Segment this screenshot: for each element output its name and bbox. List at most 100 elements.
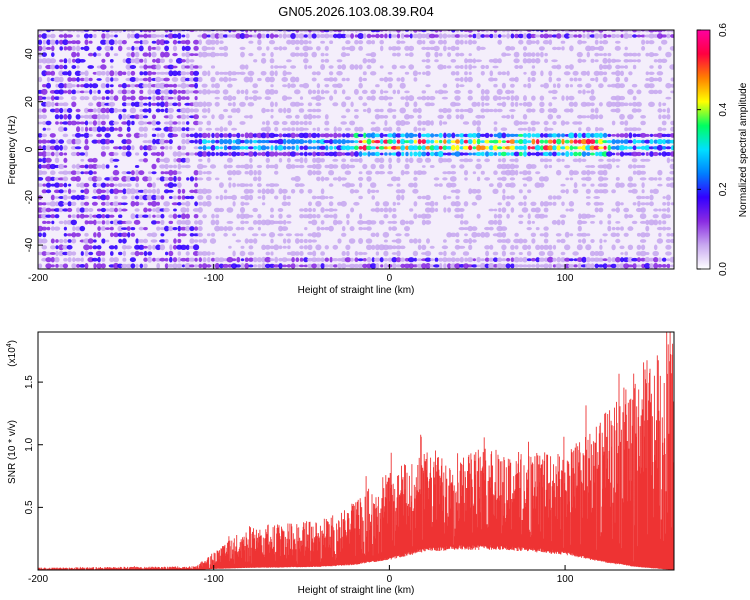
spectrogram-cell [497,39,503,45]
spectrogram-cell [268,40,276,45]
spectrogram-cell [176,263,183,269]
spectrogram-x-tick-label: -100 [204,273,224,284]
spectrogram-cell [434,90,439,94]
spectrogram-cell [130,195,135,200]
spectrogram-cell [480,231,486,238]
spectrogram-cell [662,127,667,131]
spectrogram-cell [265,183,270,187]
spectrogram-cell [501,158,507,163]
spectrogram-cell [63,189,68,193]
spectrogram-cell [80,251,84,256]
spectrogram-cell [577,263,583,269]
spectrogram-cell [38,114,43,119]
spectrogram-cell [593,257,600,262]
spectrogram-cell [577,90,582,94]
spectrogram-cell [227,95,233,102]
spectrogram-cell [358,76,363,83]
spectrogram-cell [201,45,208,52]
spectrogram-cell [189,108,195,113]
spectrogram-cell [637,200,641,207]
spectrogram-cell [79,182,86,188]
spectrogram-cell [177,251,182,256]
spectrogram-cell [349,188,355,194]
spectrogram-cell [623,263,630,269]
spectrogram-cell [606,158,613,162]
spectrogram-cell [252,220,258,225]
spectrogram-cell [45,182,52,188]
spectrogram-cell [576,257,583,263]
spectrogram-cell [152,58,156,63]
spectrogram-cell [290,83,296,88]
spectrogram-cell [80,126,84,132]
spectrogram-cell [450,182,457,188]
spectrogram-cell [41,133,48,138]
spectrogram-cell [63,226,67,231]
spectrogram-cell [412,145,419,151]
spectrogram-cell [374,108,381,113]
spectrogram-cell [97,226,101,232]
spectrogram-cell [156,177,161,181]
spectrogram-cell [534,133,541,138]
spectrogram-cell [652,151,659,157]
spectrogram-cell [302,30,309,33]
spectrogram-cell [582,33,586,39]
spectrogram-cell [416,157,423,163]
spectrogram-cell [152,95,156,101]
spectrogram-cell [247,70,255,76]
spectrogram-cell [181,195,186,200]
spectrogram-cell [155,58,161,64]
spectrogram-cell [442,171,448,175]
spectrogram-cell [248,214,254,218]
spectrogram-cell [560,146,566,150]
spectrogram-cell [586,115,590,119]
spectrogram-cell [130,83,136,88]
spectrogram-cell [450,45,457,52]
spectrogram-cell [375,251,380,256]
spectrogram-cell [552,201,557,206]
spectrogram-cell [580,70,588,76]
spectrogram-cell [100,138,107,145]
spectrogram-cell [577,39,583,45]
spectrogram-cell [45,96,52,100]
spectrogram-cell [598,33,604,39]
spectrogram-cell [636,257,642,263]
spectrogram-cell [484,232,490,238]
spectrogram-cell [105,70,110,77]
spectrogram-cell [122,71,127,76]
spectrogram-cell [489,70,494,77]
spectrogram-cell [459,108,464,113]
spectrogram-cell [91,126,99,132]
spectrogram-cell [282,84,288,88]
spectrogram-cell [455,52,460,57]
spectrogram-cell [459,264,465,268]
spectrogram-cell [247,251,255,256]
spectrogram-cell [635,207,642,213]
spectrogram-cell [611,189,616,194]
spectrogram-cell [480,258,485,262]
spectrogram-cell [185,89,190,95]
spectrogram-cell [50,95,55,101]
spectrogram-cell [349,151,355,157]
spectrogram-cell [249,139,253,144]
spectrogram-cell [294,158,301,162]
spectrogram-cell [522,238,528,244]
spectrogram-cell [316,46,321,51]
spectrogram-cell [154,76,162,83]
spectrogram-cell [222,89,229,95]
spectrogram-cell [129,176,136,182]
spectrogram-cell [544,58,549,63]
spectrogram-cell [185,83,190,88]
spectrogram-cell [248,96,253,100]
spectrogram-cell [67,188,72,195]
spectrogram-cell [358,146,363,150]
spectrogram-cell [214,52,220,57]
spectrogram-cell [244,146,249,150]
spectrogram-cell [374,114,380,120]
spectrogram-cell [121,151,128,157]
spectrogram-cell [264,256,272,263]
spectrogram-cell [644,139,651,144]
spectrogram-cell [492,251,499,256]
spectrogram-cell [223,127,228,132]
spectrogram-cell [311,30,318,33]
spectrogram-cell [74,257,82,262]
